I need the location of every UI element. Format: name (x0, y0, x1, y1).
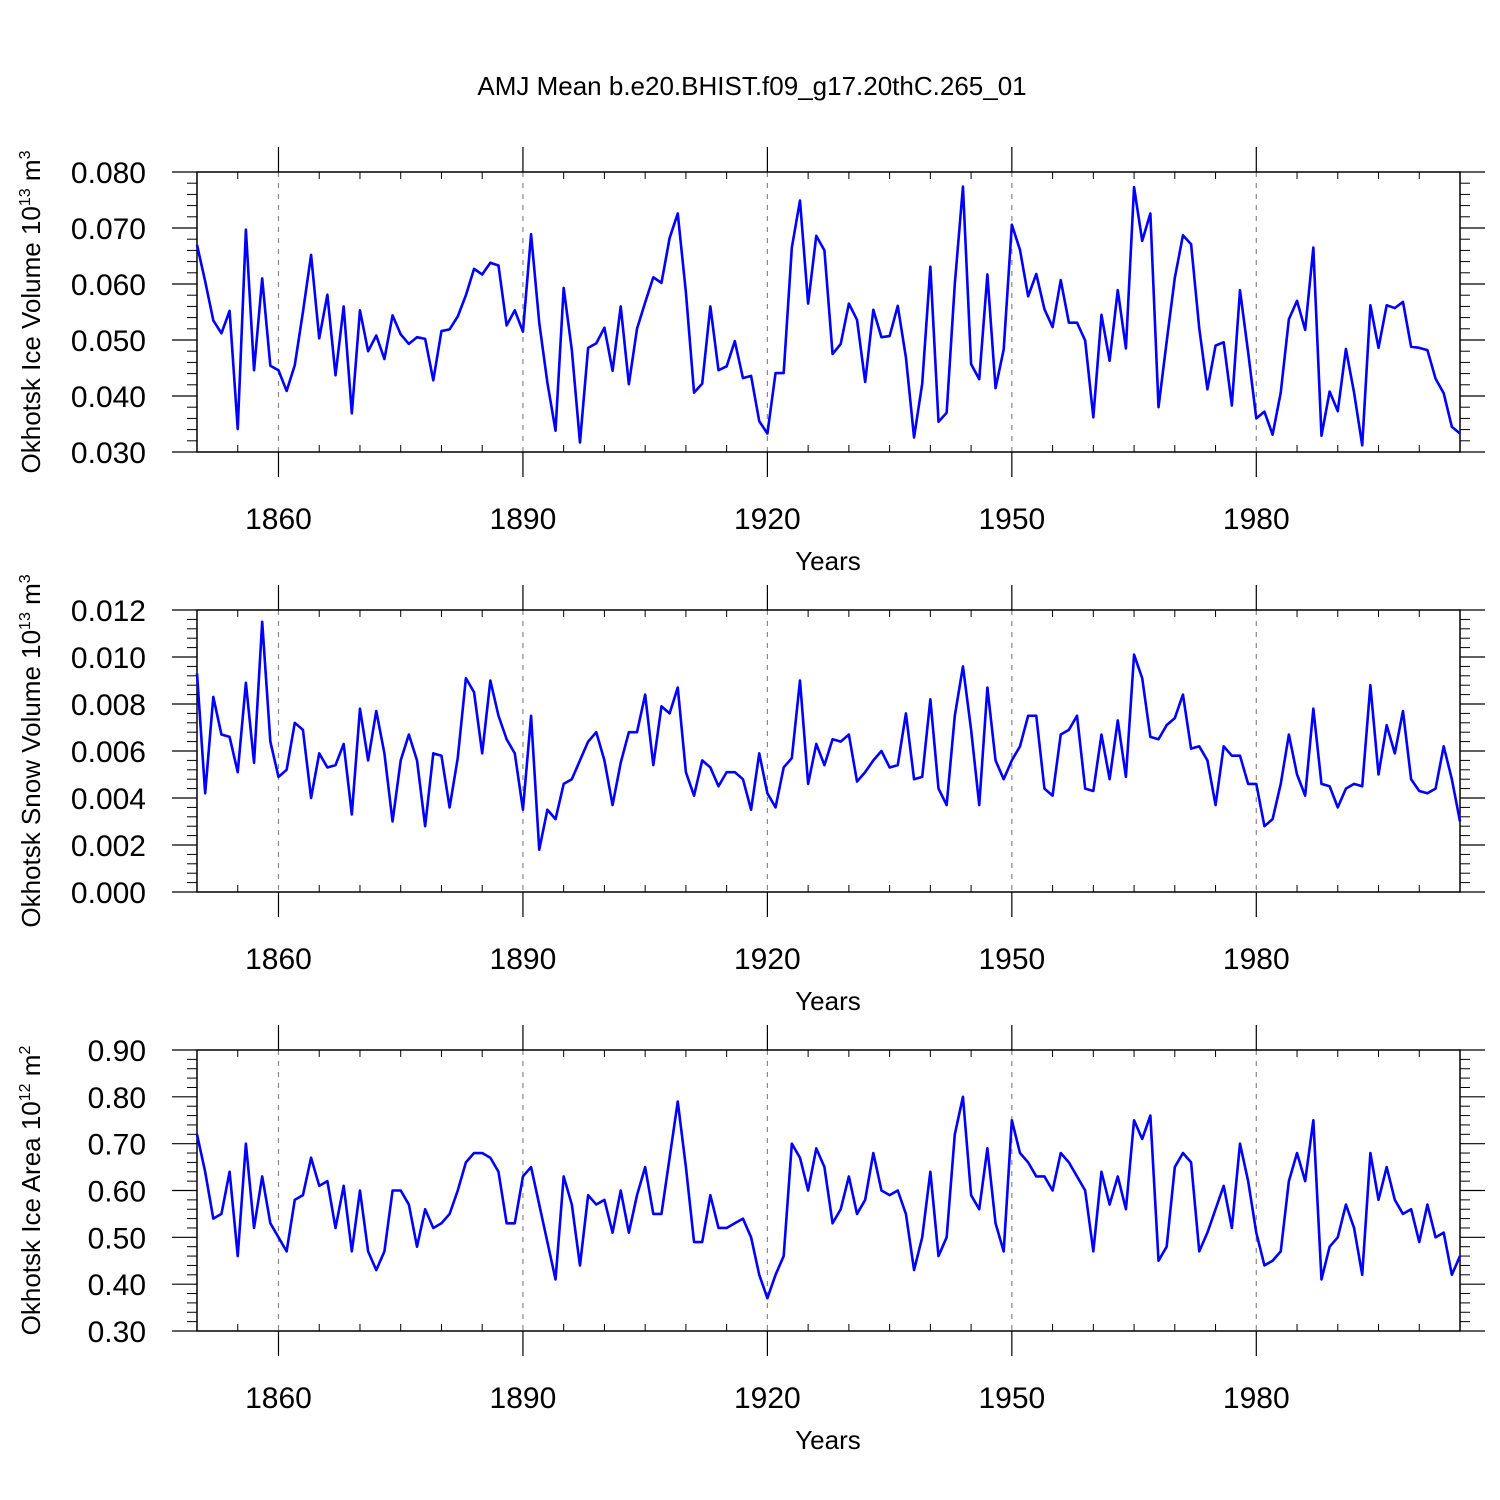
series-line (195, 185, 1461, 447)
x-tick-label: 1920 (734, 943, 801, 976)
plot-frame (196, 171, 1461, 453)
y-tick-label: 0.70 (88, 1129, 146, 1162)
panel-ice-area: 1860 1890 1920 1950 1980 0.30 0.40 0.50 0.60 0.70… (16, 1025, 1485, 1455)
y-tick-label: 0.50 (88, 1222, 146, 1255)
y-tick-label: 0.060 (71, 269, 146, 302)
y-axis-label: Okhotsk Ice Area 1012 m2 (16, 1046, 46, 1336)
y-tick-label: 0.010 (71, 642, 146, 675)
x-tick-label: 1860 (245, 943, 312, 976)
panel-snow-volume: 1860 1890 1920 1950 1980 0.000 0.002 0.004 0.006… (16, 574, 1485, 1016)
plot-frame (196, 1049, 1461, 1332)
y-tick-label: 0.80 (88, 1082, 146, 1115)
x-tick-label: 1890 (490, 503, 557, 536)
x-tick-label: 1860 (245, 503, 312, 536)
x-tick-label: 1950 (978, 943, 1045, 976)
y-tick-label: 0.40 (88, 1269, 146, 1302)
x-tick-label: 1890 (490, 1382, 557, 1415)
y-tick-label: 0.60 (88, 1176, 146, 1209)
x-tick-label: 1950 (978, 1382, 1045, 1415)
x-tick-label: 1980 (1223, 943, 1290, 976)
x-tick-label: 1980 (1223, 503, 1290, 536)
y-tick-label: 0.012 (71, 595, 146, 628)
y-tick-label: 0.070 (71, 213, 146, 246)
x-tick-label: 1920 (734, 503, 801, 536)
x-tick-label: 1920 (734, 1382, 801, 1415)
plot-frame (196, 609, 1461, 893)
x-tick-label: 1860 (245, 1382, 312, 1415)
y-tick-label: 0.90 (88, 1035, 146, 1068)
y-axis-label: Okhotsk Snow Volume 1013 m3 (16, 574, 46, 927)
y-tick-label: 0.030 (71, 437, 146, 470)
x-tick-label: 1950 (978, 503, 1045, 536)
y-tick-label: 0.080 (71, 157, 146, 190)
y-tick-label: 0.000 (71, 877, 146, 910)
y-tick-label: 0.004 (71, 783, 146, 816)
y-tick-label: 0.30 (88, 1316, 146, 1349)
y-tick-label: 0.006 (71, 736, 146, 769)
x-tick-label: 1890 (490, 943, 557, 976)
y-tick-label: 0.008 (71, 689, 146, 722)
chart-title: AMJ Mean b.e20.BHIST.f09_g17.20thC.265_0… (477, 71, 1026, 101)
y-axis-label: Okhotsk Ice Volume 1013 m3 (16, 150, 46, 473)
y-tick-label: 0.002 (71, 830, 146, 863)
y-tick-label: 0.050 (71, 325, 146, 358)
series-line (195, 1095, 1462, 1300)
series-line (195, 620, 1462, 852)
x-axis-label: Years (795, 986, 861, 1016)
panel-ice-volume: 1860 1890 1920 1950 1980 0.030 0.040 0.050 0.060… (16, 147, 1485, 576)
x-axis-label: Years (795, 546, 861, 576)
x-tick-label: 1980 (1223, 1382, 1290, 1415)
x-axis-label: Years (795, 1425, 861, 1455)
y-tick-label: 0.040 (71, 381, 146, 414)
